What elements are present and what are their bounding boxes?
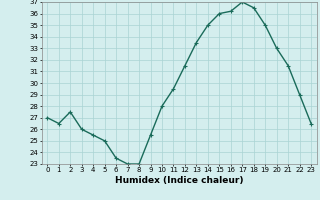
X-axis label: Humidex (Indice chaleur): Humidex (Indice chaleur) bbox=[115, 176, 244, 185]
